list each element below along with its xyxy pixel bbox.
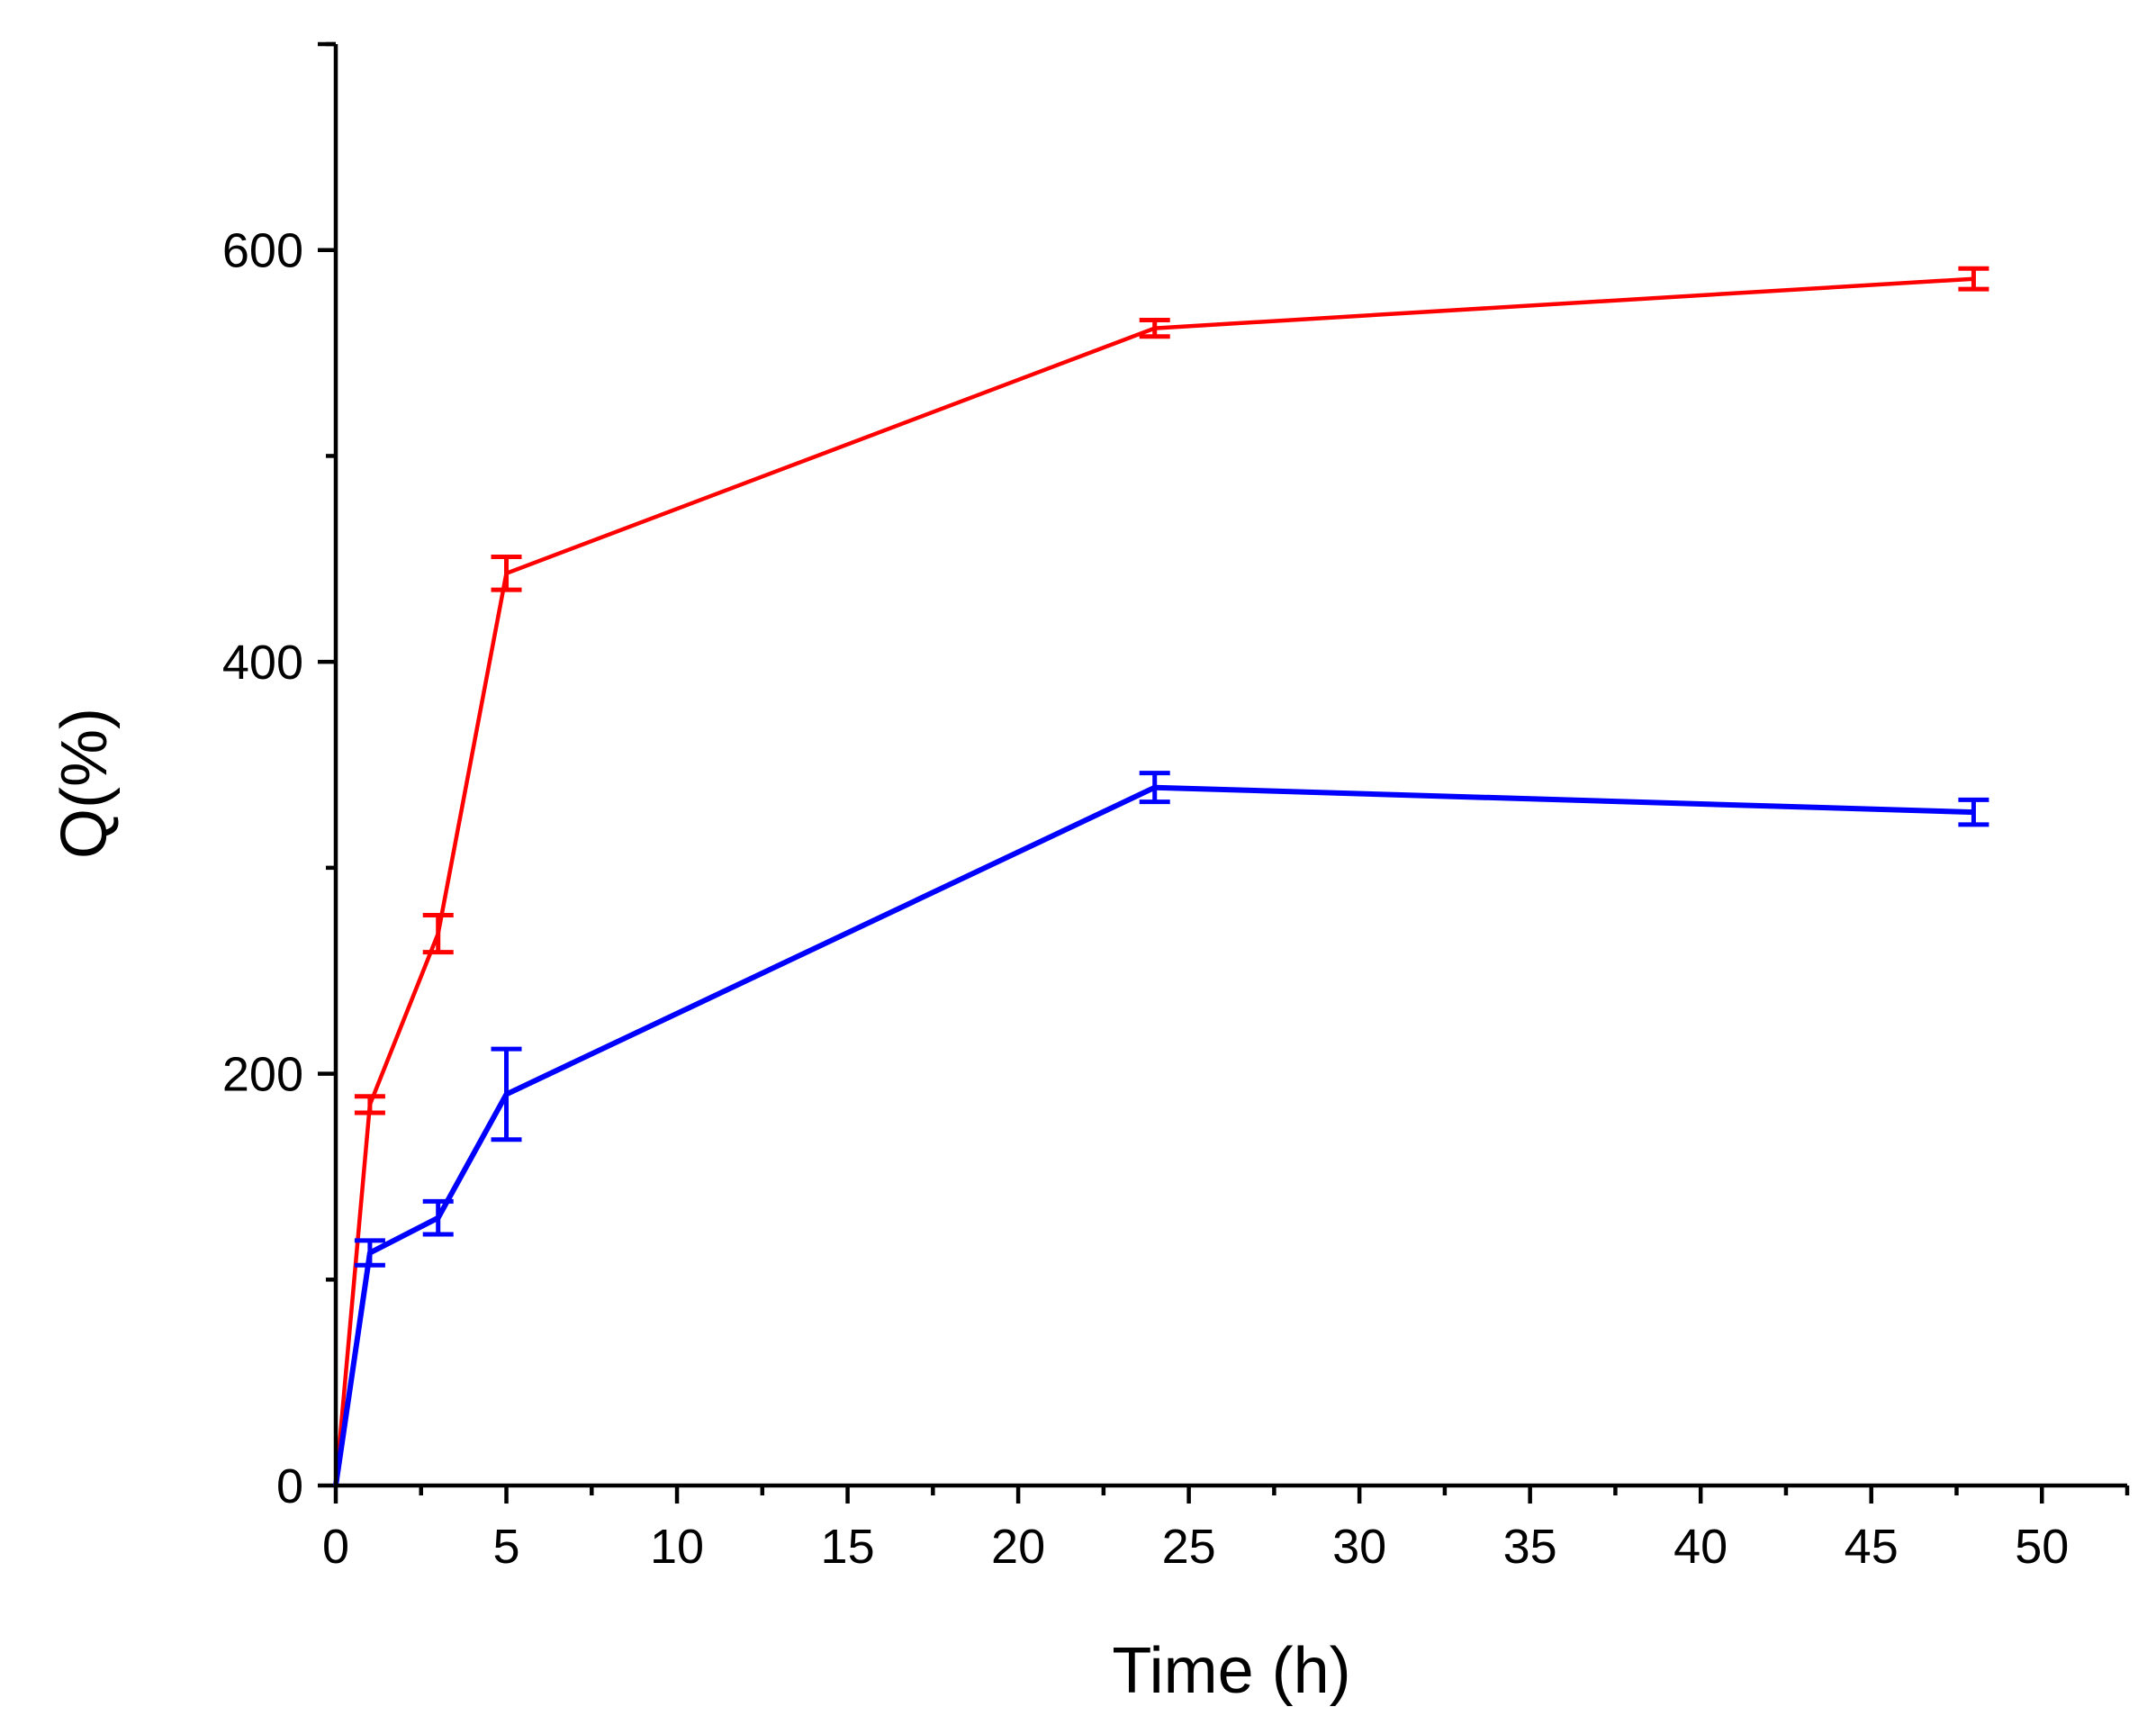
x-tick-label: 45: [1845, 1520, 1899, 1574]
x-tick-label: 30: [1332, 1520, 1386, 1574]
x-axis-title: Time (h): [1112, 1635, 1350, 1707]
error-bar: [1139, 771, 1170, 805]
series-line: [333, 276, 1974, 1486]
error-bar: [491, 554, 522, 592]
y-tick-label: 600: [222, 224, 303, 278]
x-tick-label: 0: [322, 1520, 349, 1574]
x-tick-label: 10: [650, 1520, 704, 1574]
x-tick-label: 35: [1503, 1520, 1557, 1574]
error-bar: [491, 1046, 522, 1142]
error-bar: [1139, 317, 1170, 339]
x-axis-ticks: 0 5 10 15 20 25 30 35 40 45 50: [322, 1486, 2130, 1574]
series-red: [333, 266, 1989, 1486]
series-layer: [333, 266, 1989, 1486]
error-bar: [1958, 266, 1989, 292]
error-bar: [1958, 797, 1989, 827]
error-bar: [422, 1198, 454, 1237]
y-axis-title: Q(%): [49, 708, 121, 859]
y-tick-label: 200: [222, 1048, 303, 1102]
error-bar: [354, 1094, 385, 1115]
x-tick-label: 50: [2015, 1520, 2069, 1574]
y-axis-ticks: 0 200 400 600: [222, 41, 336, 1513]
x-tick-label: 25: [1162, 1520, 1216, 1574]
error-bar: [354, 1238, 385, 1268]
x-tick-label: 20: [991, 1520, 1045, 1574]
x-tick-label: 40: [1673, 1520, 1728, 1574]
y-tick-label: 0: [276, 1459, 303, 1513]
x-tick-label: 5: [493, 1520, 520, 1574]
series-blue: [333, 771, 1989, 1486]
y-tick-label: 400: [222, 636, 303, 690]
x-tick-label: 15: [821, 1520, 875, 1574]
series-line: [333, 784, 1974, 1486]
error-bar: [422, 912, 454, 955]
